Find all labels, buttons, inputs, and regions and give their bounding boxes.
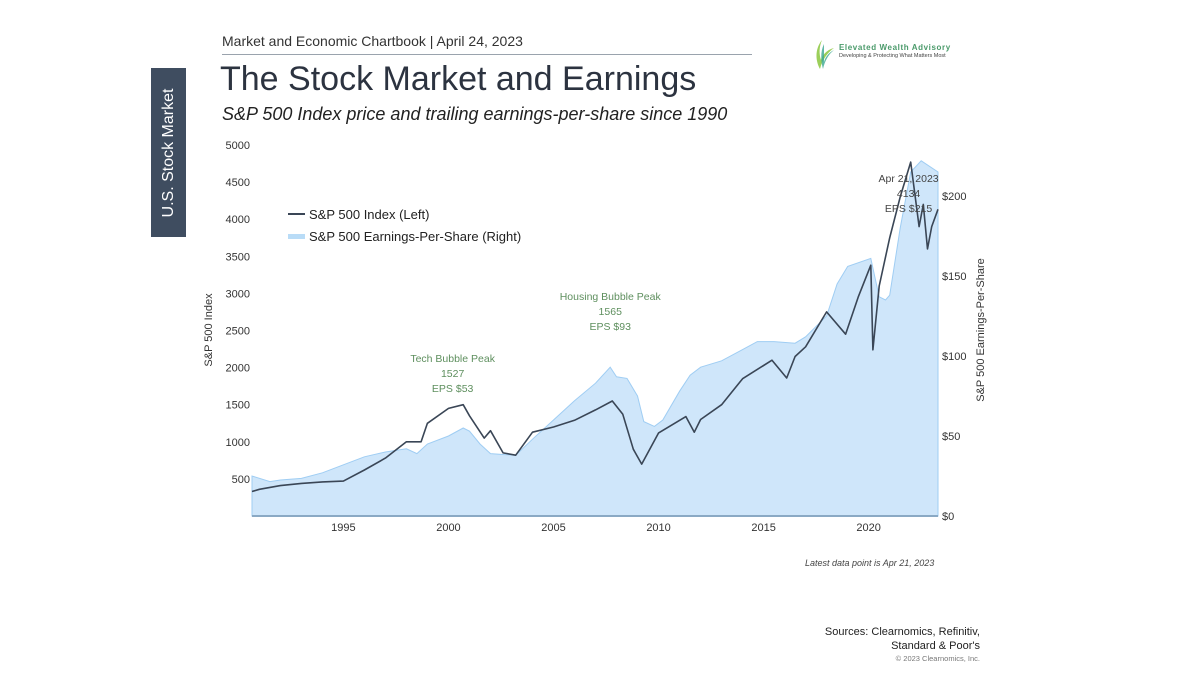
y-left-tick-label: 2500 [226, 326, 250, 338]
y-left-tick-label: 4500 [226, 177, 250, 189]
annotation-text: EPS $215 [885, 203, 932, 215]
section-tab: U.S. Stock Market [151, 68, 186, 237]
y-left-tick-label: 2000 [226, 363, 250, 375]
chartbook-header: Market and Economic Chartbook | April 24… [222, 33, 523, 49]
annotation-text: Tech Bubble Peak [410, 353, 495, 365]
y-left-tick-label: 5000 [226, 140, 250, 152]
legend-swatch-eps [288, 234, 305, 239]
annotation-text: Apr 21, 2023 [879, 173, 939, 185]
y-left-tick-label: 1500 [226, 400, 250, 412]
page-title: The Stock Market and Earnings [220, 60, 697, 98]
logo: Elevated Wealth Advisory Developing & Pr… [812, 38, 1002, 70]
sp500-index-line [251, 161, 939, 493]
sources-line-1: Sources: Clearnomics, Refinitiv, [824, 626, 980, 638]
x-tick-label: 2000 [436, 522, 460, 534]
legend-label-index: S&P 500 Index (Left) [309, 207, 429, 222]
y-right-tick-label: $200 [942, 191, 966, 203]
sources-line-2: Standard & Poor's [891, 640, 980, 652]
y-left-tick-label: 3000 [226, 288, 250, 300]
logo-tagline: Developing & Protecting What Matters Mos… [839, 53, 946, 59]
y-axis-left-label: S&P 500 Index [203, 293, 215, 367]
annotation-text: 1565 [599, 306, 623, 318]
logo-name: Elevated Wealth Advisory [839, 43, 951, 52]
y-left-tick-label: 1000 [226, 437, 250, 449]
y-right-tick-label: $100 [942, 351, 966, 363]
page-subtitle: S&P 500 Index price and trailing earning… [222, 104, 728, 124]
copyright: © 2023 Clearnomics, Inc. [895, 654, 980, 663]
y-right-tick-label: $0 [942, 511, 954, 523]
y-left-tick-label: 500 [232, 474, 250, 486]
annotation-text: 1527 [441, 368, 465, 380]
annotation-text: EPS $93 [590, 321, 632, 333]
x-tick-label: 2005 [541, 522, 565, 534]
annotation-text: Housing Bubble Peak [560, 291, 662, 303]
y-left-tick-label: 3500 [226, 251, 250, 263]
annotation-text: 4134 [897, 188, 921, 200]
legend: S&P 500 Index (Left) S&P 500 Earnings-Pe… [288, 207, 521, 244]
header-divider [222, 54, 752, 55]
y-axis-right-label: S&P 500 Earnings-Per-Share [975, 258, 987, 402]
sources: Sources: Clearnomics, Refinitiv, Standard… [825, 625, 980, 653]
x-tick-label: 1995 [331, 522, 355, 534]
y-right-tick-label: $50 [942, 431, 960, 443]
x-tick-label: 2015 [751, 522, 775, 534]
x-tick-label: 2010 [646, 522, 670, 534]
y-left-tick-label: 4000 [226, 214, 250, 226]
latest-data-note: Latest data point is Apr 21, 2023 [805, 558, 935, 568]
legend-label-eps: S&P 500 Earnings-Per-Share (Right) [309, 229, 521, 244]
x-tick-label: 2020 [856, 522, 880, 534]
logo-leaf-icon [816, 40, 834, 69]
annotation-text: EPS $53 [432, 383, 474, 395]
y-right-tick-label: $150 [942, 271, 966, 283]
